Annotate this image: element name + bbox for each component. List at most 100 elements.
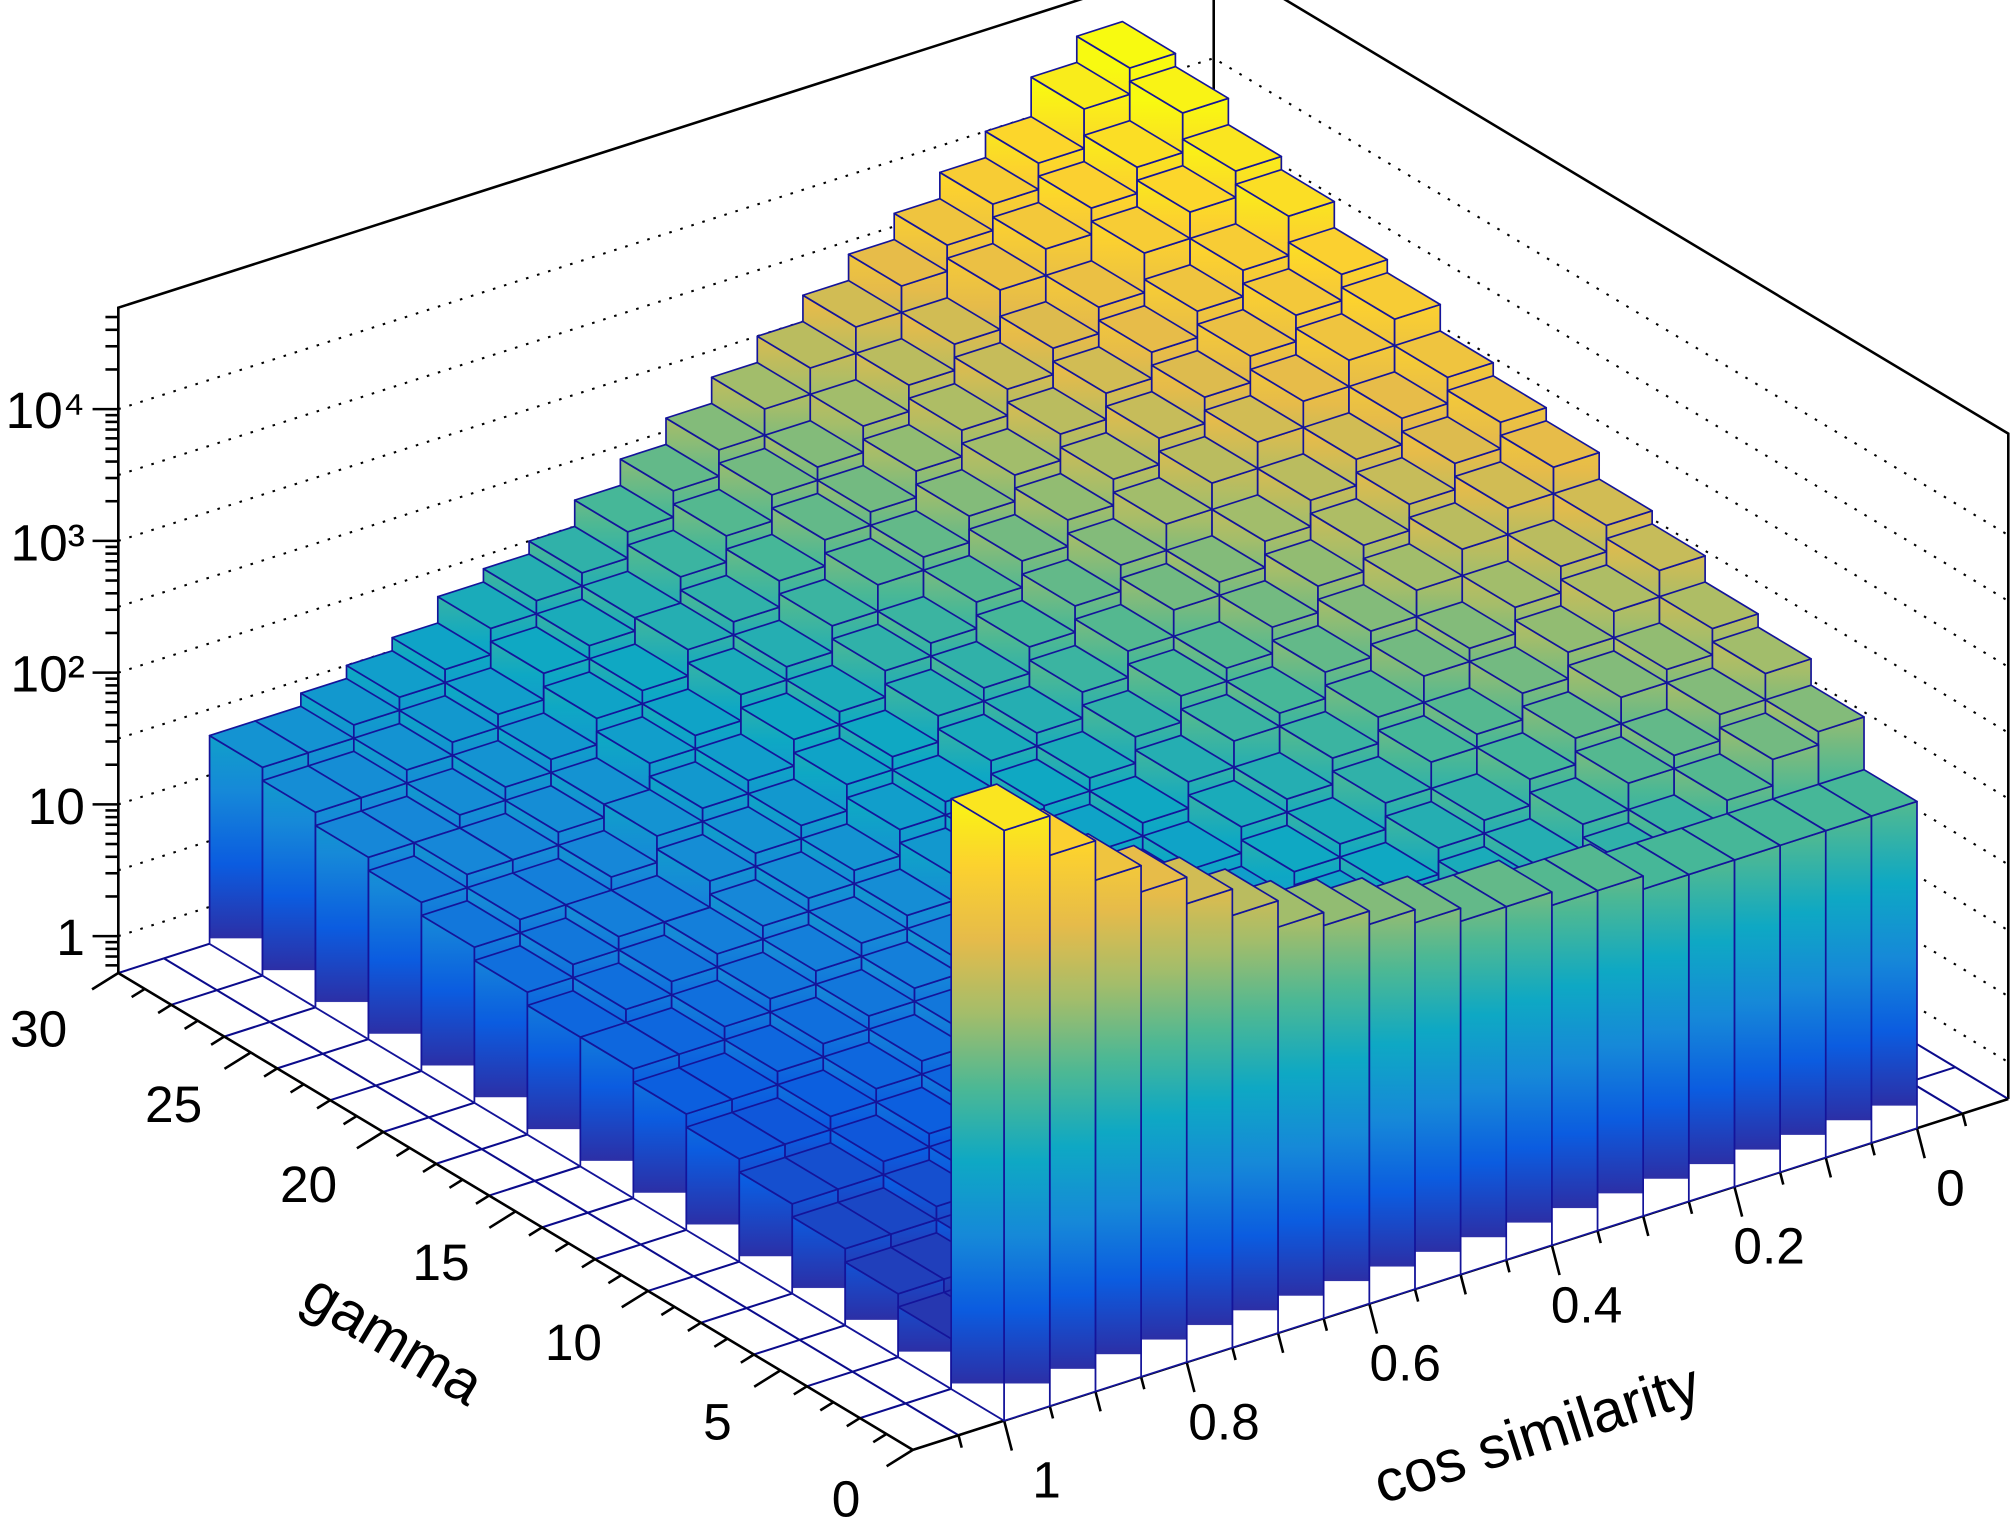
- cos-tick: [1459, 1274, 1467, 1295]
- cos-tick: [1733, 1186, 1744, 1217]
- bar-top-face: [1090, 205, 1191, 254]
- bar-top-face: [261, 765, 362, 814]
- cos-tick: [1413, 1288, 1420, 1302]
- gamma-tick: [621, 1289, 649, 1309]
- bar-top-face: [687, 647, 788, 696]
- z-gridline: [117, 122, 2009, 602]
- bar-front-face: [1277, 911, 1325, 1334]
- bar-top-face: [1430, 772, 1531, 822]
- bar-top-face: [1567, 650, 1668, 699]
- bar-top-face: [497, 712, 598, 761]
- bar-top-face: [1059, 431, 1160, 481]
- bar-top-face: [482, 553, 583, 602]
- bar-top-face: [807, 895, 909, 944]
- cos-tick: [1231, 1347, 1237, 1361]
- bar-top-face: [1128, 65, 1230, 114]
- cos-tick: [1322, 1317, 1329, 1332]
- bar-top-face: [701, 805, 803, 855]
- bar-top-face: [1423, 686, 1524, 736]
- gamma-tick: [223, 1051, 252, 1070]
- bar-front-face: [1003, 814, 1051, 1422]
- bar-top-face: [999, 300, 1100, 350]
- bar-top-face: [1264, 538, 1365, 587]
- bar-top-face: [824, 537, 925, 586]
- bar-top-face: [1030, 61, 1131, 110]
- bar-top-face: [877, 595, 978, 644]
- gamma-tick-label: 10: [545, 1313, 602, 1371]
- bar-top-face: [950, 783, 1051, 832]
- bar-top-face: [968, 513, 1069, 562]
- bar-top-face: [1158, 435, 1259, 484]
- gamma-tick: [753, 1369, 782, 1388]
- gamma-tick: [422, 1162, 437, 1174]
- bar-top-face: [1134, 734, 1235, 783]
- bar-top-face: [528, 525, 629, 574]
- bar-top-face: [1143, 263, 1244, 313]
- bar-top-face: [1317, 583, 1418, 632]
- bar-top-face: [1233, 751, 1334, 800]
- bar-top-face: [791, 1201, 892, 1250]
- bar-top-face: [1560, 564, 1661, 613]
- bar-top-face: [1081, 689, 1182, 738]
- bar-top-face: [860, 940, 962, 990]
- bar-front-face: [1414, 907, 1462, 1290]
- bar-top-face: [694, 733, 795, 782]
- bar-top-face: [915, 468, 1016, 517]
- bar-top-face: [875, 1086, 976, 1135]
- bar-top-face: [838, 709, 940, 758]
- bar-top-face: [670, 979, 772, 1028]
- bar-front-face: [1733, 844, 1781, 1188]
- bar-front-face: [1642, 873, 1690, 1217]
- gamma-tick: [885, 1448, 914, 1468]
- gamma-tick: [342, 1114, 358, 1126]
- cos-tick-label: 0.2: [1733, 1217, 1804, 1275]
- bar-top-face: [564, 889, 666, 938]
- bar-front-face: [1779, 829, 1827, 1173]
- bar-top-face: [1112, 476, 1213, 525]
- cos-tick: [1870, 1142, 1876, 1156]
- bar-top-face: [1052, 345, 1153, 395]
- bar-top-face: [1044, 259, 1146, 309]
- floor-gridline-cos: [163, 957, 960, 1437]
- bar-top-face: [1355, 456, 1456, 506]
- bar-top-face: [617, 934, 719, 983]
- bar-top-face: [1234, 168, 1336, 218]
- bar-top-face: [846, 782, 947, 831]
- bar-top-face: [300, 677, 401, 726]
- gamma-tick: [356, 1130, 384, 1150]
- cos-tick-label: 0.8: [1188, 1393, 1259, 1451]
- bar-top-face: [1370, 628, 1471, 677]
- bar-top-face: [1507, 519, 1608, 568]
- bar-top-face: [1187, 779, 1288, 828]
- bar-top-face: [603, 788, 704, 837]
- bar-top-face: [961, 427, 1062, 476]
- cos-tick: [1778, 1171, 1785, 1185]
- bar-top-face: [436, 581, 538, 630]
- bar-top-face: [982, 685, 1084, 734]
- bar-top-face: [1242, 267, 1343, 317]
- gamma-tick: [395, 1146, 411, 1158]
- bar-top-face: [816, 464, 918, 513]
- bar-front-face: [1231, 899, 1279, 1349]
- gamma-tick: [793, 1385, 808, 1396]
- bar-top-face: [893, 197, 994, 246]
- bar-top-face: [535, 598, 636, 647]
- bar-top-face: [352, 722, 454, 771]
- bar-top-face: [1295, 312, 1396, 361]
- bar-top-face: [776, 1069, 878, 1118]
- bar-top-face: [1415, 601, 1517, 650]
- gamma-tick: [872, 1432, 888, 1444]
- bar-front-face: [1048, 839, 1097, 1407]
- gamma-tick: [157, 1003, 172, 1015]
- bar-top-face: [815, 968, 916, 1017]
- bar-top-face: [732, 619, 834, 668]
- bar-top-face: [679, 574, 781, 623]
- bar-top-face: [1278, 710, 1380, 759]
- bar-top-face: [1271, 624, 1372, 673]
- bar-top-face: [1499, 419, 1601, 469]
- bar-top-face: [1240, 824, 1341, 873]
- bar-top-face: [1136, 164, 1237, 213]
- bar-top-face: [1150, 349, 1252, 399]
- bar-top-face: [572, 962, 673, 1011]
